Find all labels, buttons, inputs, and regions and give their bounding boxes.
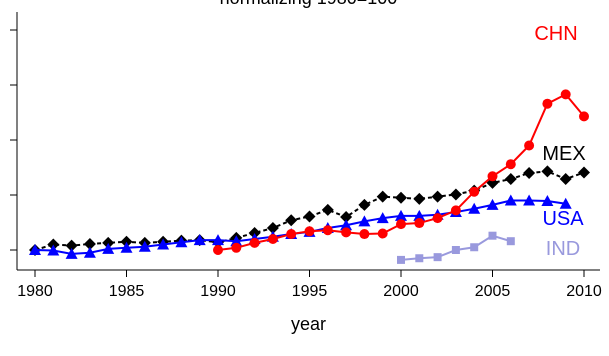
data-point	[266, 222, 279, 234]
data-point	[377, 228, 388, 239]
chart-title: normalizing 1980=100	[220, 0, 398, 8]
data-point	[47, 244, 60, 256]
data-point	[504, 194, 517, 206]
data-point	[397, 255, 405, 264]
data-point	[468, 202, 481, 214]
data-point	[230, 235, 243, 247]
data-point	[83, 246, 96, 258]
data-point	[470, 243, 479, 252]
data-point	[120, 241, 133, 253]
axes: 1980 1985 1990 1995 2000 2005 2010	[10, 12, 602, 300]
x-tick-label: 1980	[17, 283, 53, 300]
data-point	[213, 245, 223, 255]
data-point	[523, 167, 536, 179]
data-point	[322, 225, 333, 236]
data-point	[505, 159, 516, 170]
x-tick-label: 1995	[292, 283, 328, 300]
data-point	[396, 219, 406, 230]
data-point	[175, 236, 188, 248]
data-point	[212, 234, 224, 246]
x-axis-title: year	[291, 314, 326, 334]
data-point	[231, 242, 242, 253]
x-tick-label: 1990	[200, 283, 236, 300]
data-point	[359, 229, 370, 240]
series-label-chn: CHN	[534, 23, 577, 45]
data-point	[541, 195, 554, 207]
data-point	[285, 214, 298, 227]
data-point	[579, 111, 589, 122]
data-point	[506, 237, 515, 246]
data-point	[469, 186, 480, 197]
data-point	[157, 238, 170, 250]
series-label-mex: MEX	[542, 143, 585, 165]
data-point	[504, 173, 517, 186]
series-label-ind: IND	[546, 238, 580, 260]
data-point	[286, 229, 297, 240]
data-point	[120, 235, 133, 248]
data-point	[267, 234, 278, 244]
x-tick-label: 1985	[109, 283, 145, 300]
series-ind	[397, 231, 515, 264]
data-point	[523, 194, 536, 206]
data-point	[578, 166, 590, 179]
x-tick-label: 2000	[383, 283, 419, 300]
data-point	[449, 188, 462, 201]
data-point	[65, 247, 78, 259]
data-point	[560, 89, 571, 100]
x-tick-label: 2005	[475, 283, 511, 300]
data-point	[395, 191, 407, 204]
data-point	[433, 253, 442, 262]
data-point	[340, 219, 353, 231]
data-point	[450, 205, 461, 216]
series-chn	[213, 89, 589, 255]
data-point	[413, 192, 426, 205]
data-point	[431, 190, 444, 203]
data-point	[193, 234, 206, 246]
data-point	[29, 244, 41, 255]
data-point	[47, 238, 60, 251]
data-point	[432, 213, 443, 224]
series-label-usa: USA	[542, 208, 584, 230]
data-point	[559, 197, 572, 209]
data-point	[542, 98, 553, 109]
data-point	[102, 236, 115, 249]
data-point	[376, 212, 389, 224]
data-point	[358, 198, 371, 211]
data-point	[340, 211, 353, 223]
data-point	[65, 239, 78, 252]
data-point	[524, 140, 535, 151]
data-point	[376, 190, 389, 203]
data-point	[486, 198, 499, 210]
series-usa	[29, 194, 572, 259]
data-point	[303, 210, 316, 223]
data-point	[249, 237, 260, 248]
data-point	[415, 254, 424, 263]
data-point	[487, 171, 498, 182]
data-point	[321, 203, 334, 216]
data-point	[451, 246, 460, 254]
data-point	[541, 165, 554, 178]
data-point	[414, 218, 425, 229]
series-line	[34, 199, 566, 255]
data-point	[413, 209, 426, 221]
series-labels: MEX USA CHN IND	[534, 23, 585, 260]
x-tick-label: 2010	[566, 283, 602, 300]
data-point	[559, 173, 572, 186]
data-point	[341, 227, 352, 238]
data-point	[488, 231, 497, 240]
data-point	[358, 215, 371, 227]
series-mex	[29, 165, 590, 256]
data-point	[102, 242, 115, 254]
data-point	[138, 240, 151, 252]
series-layer	[29, 89, 590, 264]
data-point	[248, 226, 261, 239]
data-point	[304, 226, 315, 237]
data-point	[83, 237, 96, 250]
data-point	[395, 209, 407, 221]
